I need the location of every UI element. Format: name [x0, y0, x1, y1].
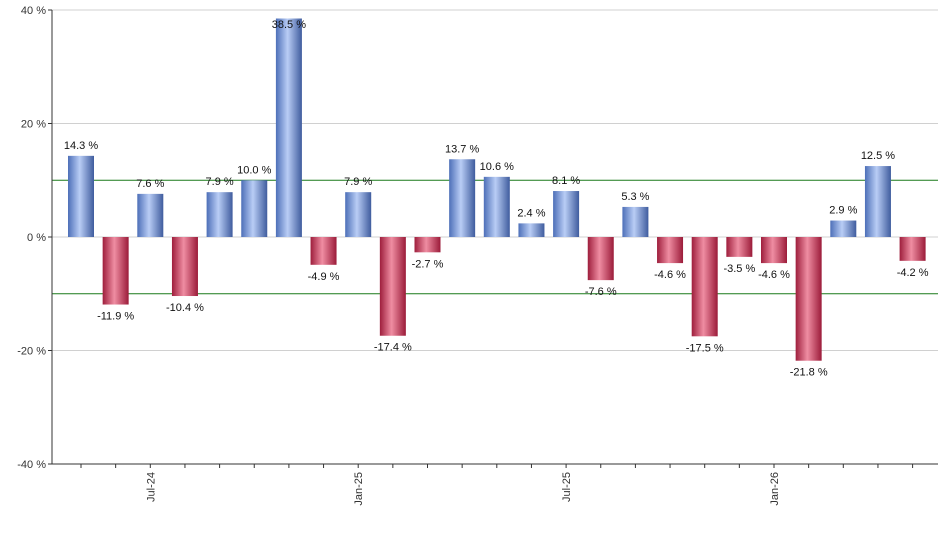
y-tick-label: 0 % [27, 232, 46, 244]
bar [553, 191, 580, 237]
bar [622, 206, 649, 237]
bar [137, 193, 164, 237]
bar-value-label: 10.6 % [480, 161, 514, 173]
bar-value-label: 14.3 % [64, 140, 98, 152]
bar [206, 192, 233, 237]
bar [795, 237, 822, 361]
bar [864, 166, 891, 237]
bar [518, 223, 545, 237]
y-tick-label: -40 % [17, 459, 46, 471]
bar [449, 159, 476, 237]
bar-value-label: -2.7 % [412, 258, 444, 270]
bar [171, 237, 198, 297]
bar [483, 176, 510, 237]
bar-value-label: 13.7 % [445, 143, 479, 155]
bar [102, 237, 129, 305]
y-tick-label: -20 % [17, 346, 46, 358]
bar-value-label: -4.6 % [758, 269, 790, 281]
bar [830, 220, 857, 237]
x-tick-label: Jan-26 [769, 472, 781, 506]
bar [587, 237, 614, 281]
bar-value-label: -4.6 % [654, 269, 686, 281]
bar-value-label: 12.5 % [861, 150, 895, 162]
bar-value-label: 2.9 % [829, 205, 857, 217]
bar-value-label: -21.8 % [790, 367, 828, 379]
bar-value-label: 8.1 % [552, 175, 580, 187]
bar [241, 180, 268, 237]
bar [310, 237, 337, 265]
bar-value-label: 7.9 % [206, 176, 234, 188]
bar-value-label: -3.5 % [723, 263, 755, 275]
bar [414, 237, 441, 253]
axes [48, 9, 938, 468]
bar-value-label: 7.9 % [344, 176, 372, 188]
bar-value-label: -4.9 % [308, 271, 340, 283]
bar-value-label: -7.6 % [585, 286, 617, 298]
y-tick-label: 20 % [21, 119, 46, 131]
bar-value-label: -11.9 % [97, 311, 134, 323]
x-tick-label: Jul-24 [145, 472, 157, 502]
bar-value-label: -10.4 % [166, 302, 204, 314]
bars [68, 18, 926, 361]
bar-value-label: 7.6 % [136, 178, 164, 190]
bar [379, 237, 406, 336]
x-tick-label: Jul-25 [561, 472, 573, 502]
bar-value-label: -17.4 % [374, 342, 412, 354]
bar [726, 237, 753, 257]
bar-value-label: 5.3 % [621, 191, 649, 203]
bar-value-label: 2.4 % [517, 207, 545, 219]
bar-value-label: -4.2 % [897, 267, 929, 279]
x-tick-label: Jan-25 [353, 472, 365, 506]
y-tick-label: 40 % [21, 5, 46, 17]
bar-value-label: -17.5 % [686, 342, 724, 354]
bar [68, 155, 94, 237]
bar [345, 192, 372, 237]
bar-value-label: 38.5 % [272, 19, 306, 31]
bar [657, 237, 684, 264]
bar [761, 237, 787, 264]
bar [275, 18, 302, 238]
bar [899, 237, 926, 261]
bar-value-label: 10.0 % [237, 164, 271, 176]
labels: 40 % 20 % 0 % -20 % -40 % 14.3 % -11.9 % 7.6 % -… [17, 5, 928, 506]
bar [691, 237, 718, 337]
